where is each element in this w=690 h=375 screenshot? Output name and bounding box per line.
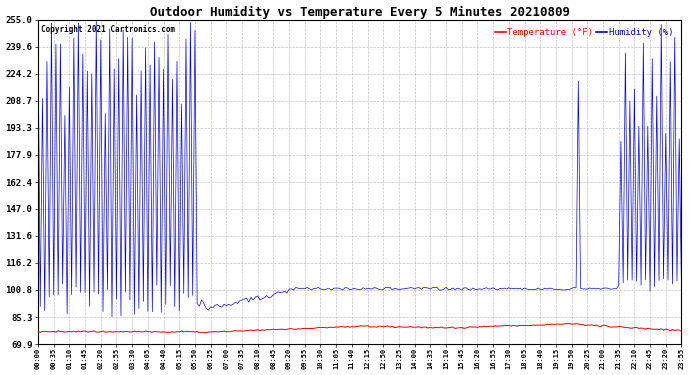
Text: Copyright 2021 Cartronics.com: Copyright 2021 Cartronics.com (41, 25, 175, 34)
Title: Outdoor Humidity vs Temperature Every 5 Minutes 20210809: Outdoor Humidity vs Temperature Every 5 … (150, 6, 570, 19)
Legend: Temperature (°F), Humidity (%): Temperature (°F), Humidity (%) (491, 24, 677, 40)
